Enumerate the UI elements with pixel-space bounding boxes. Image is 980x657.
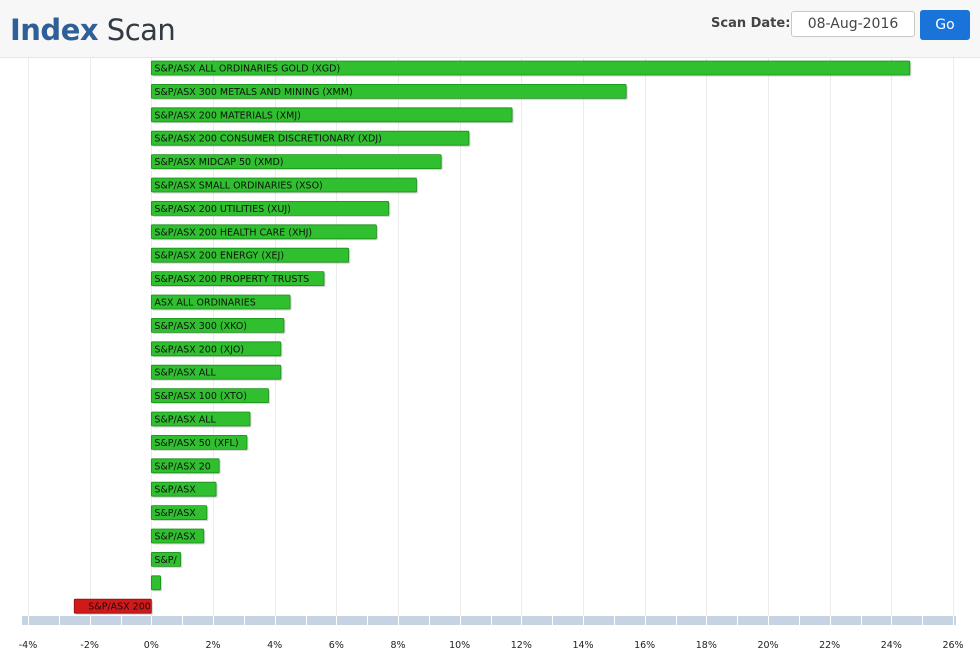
x-tick-label: 12% — [511, 640, 532, 651]
bar — [150, 411, 251, 427]
bar — [150, 388, 269, 404]
x-tick-label: 16% — [634, 640, 655, 651]
bar — [150, 341, 282, 357]
x-tick-label: 4% — [267, 640, 282, 651]
bar — [150, 107, 513, 123]
bar-chart: S&P/ASX ALL ORDINARIES GOLD (XGD) S&P/ASX… — [19, 58, 964, 651]
bar — [150, 130, 470, 146]
bar-label: S&P/ASX 200 UTILITIES (XUJ) — [154, 204, 291, 215]
bar-label: S&P/ASX 200 MATERIALS (XMJ) — [154, 110, 301, 121]
bar — [150, 83, 627, 99]
bar — [150, 434, 248, 450]
x-tick-label: 22% — [819, 640, 840, 651]
bar-label: S&P/ASX 20 — [154, 461, 211, 472]
page-title-part2: Scan — [106, 13, 176, 47]
bar — [150, 271, 325, 287]
page-title: Index Scan — [10, 12, 176, 48]
bar — [150, 177, 417, 193]
bar-label: S&P/ASX ALL — [154, 415, 216, 426]
scan-date-label: Scan Date: — [711, 16, 791, 31]
bar — [150, 154, 442, 169]
page-title-part1: Index — [10, 13, 99, 47]
bar — [150, 551, 182, 567]
bar — [150, 364, 282, 380]
x-tick-label: 0% — [144, 640, 159, 651]
bar-label: S&P/ASX 200 — [88, 602, 151, 613]
bar — [73, 598, 152, 614]
x-tick-label: 18% — [696, 640, 717, 651]
x-tick-label: 20% — [757, 640, 778, 651]
bar-label: S&P/ASX SMALL ORDINARIES (XSO) — [154, 181, 322, 192]
scan-date-input[interactable] — [791, 11, 915, 37]
bar — [150, 528, 205, 544]
bar-label: S&P/ASX 50 (XFL) — [154, 438, 238, 449]
bar-label: S&P/ASX 300 METALS AND MINING (XMM) — [154, 87, 352, 98]
bar-label: S&P/ — [154, 555, 177, 566]
x-tick-label: 8% — [390, 640, 405, 651]
bar — [150, 575, 161, 591]
x-tick-label: 2% — [205, 640, 220, 651]
bar-label: S&P/ASX 200 ENERGY (XEJ) — [154, 251, 284, 262]
bar-label: S&P/ASX 300 (XKO) — [154, 321, 247, 332]
x-tick-label: 10% — [449, 640, 470, 651]
bar — [150, 200, 390, 216]
bar — [150, 224, 377, 240]
bar-label: S&P/ASX — [154, 532, 196, 543]
x-tick-label: -4% — [19, 640, 38, 651]
bar-label: S&P/ASX 200 HEALTH CARE (XHJ) — [154, 227, 312, 238]
x-tick-label: 24% — [881, 640, 902, 651]
bar — [150, 247, 350, 263]
bar-label: S&P/ASX — [154, 508, 196, 519]
bar — [150, 481, 217, 497]
bar-label: S&P/ASX ALL ORDINARIES GOLD (XGD) — [154, 64, 340, 75]
bar — [150, 60, 911, 76]
bar-label: S&P/ASX 200 (XJO) — [154, 344, 244, 355]
bar — [150, 294, 291, 310]
bar-label: S&P/ASX 100 (XTO) — [154, 391, 247, 402]
bar-label: S&P/ASX 200 CONSUMER DISCRETIONARY (XDJ) — [154, 134, 382, 145]
bar-label: S&P/ASX — [154, 485, 196, 496]
bar — [150, 458, 220, 474]
bar-label: S&P/ASX ALL — [154, 368, 216, 379]
x-tick-label: 26% — [942, 640, 963, 651]
x-tick-label: -2% — [80, 640, 99, 651]
page-header: Index Scan Scan Date: Go — [0, 0, 980, 58]
bar-label: ASX ALL ORDINARIES — [154, 298, 255, 309]
x-tick-label: 14% — [572, 640, 593, 651]
bar — [150, 505, 208, 521]
go-button[interactable]: Go — [920, 10, 970, 40]
bar-label: S&P/ASX 200 PROPERTY TRUSTS — [154, 274, 309, 285]
bar — [150, 317, 285, 333]
bar-label: S&P/ASX MIDCAP 50 (XMD) — [154, 157, 283, 168]
chart-area: S&P/ASX ALL ORDINARIES GOLD (XGD) S&P/ASX… — [0, 58, 980, 657]
x-tick-label: 6% — [329, 640, 344, 651]
x-axis-band — [22, 616, 956, 625]
